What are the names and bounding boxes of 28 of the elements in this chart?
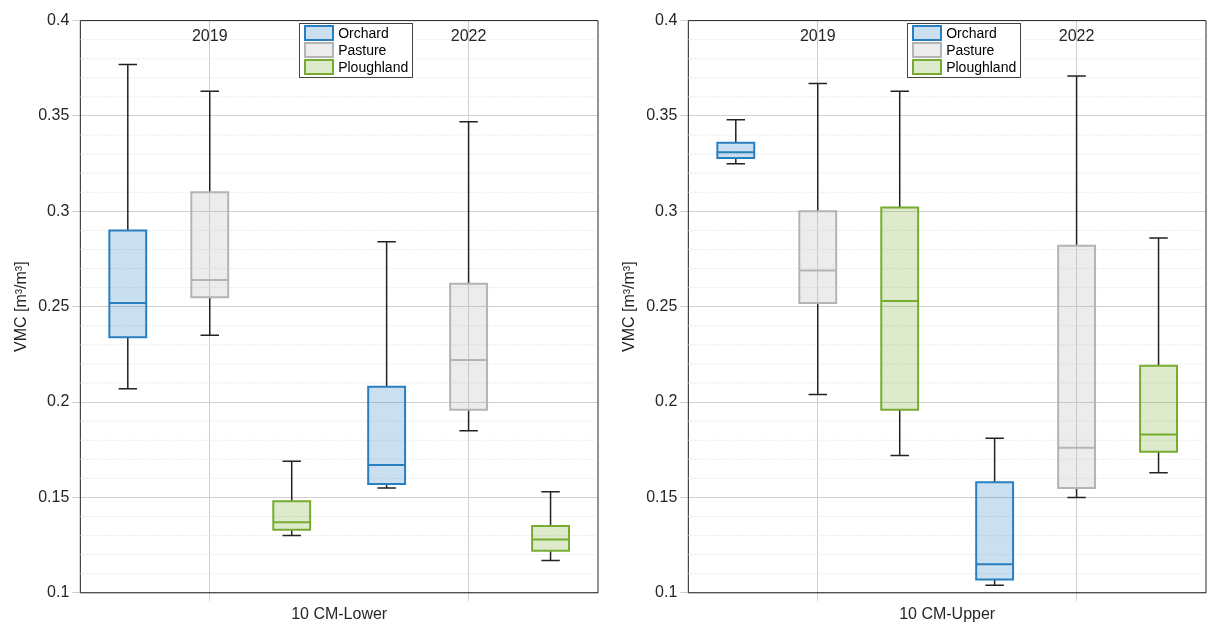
y-tick-label: 0.1	[655, 583, 678, 601]
y-tick-label: 0.15	[646, 487, 678, 505]
x-tick-label: 2019	[191, 27, 228, 45]
x-tick-label: 2019	[799, 27, 836, 45]
y-tick-label: 0.35	[38, 106, 70, 124]
y-tick-label: 0.4	[655, 11, 678, 29]
y-axis-title: VMC [m³/m³]	[620, 261, 638, 353]
x-axis-title: 10 CM-Upper	[899, 604, 996, 622]
x-tick-label: 2022	[1058, 27, 1095, 45]
y-tick-label: 0.2	[47, 392, 70, 410]
y-tick-label: 0.1	[47, 583, 70, 601]
y-axis-title: VMC [m³/m³]	[12, 261, 30, 353]
y-tick-label: 0.4	[47, 11, 70, 29]
legend-label: Orchard	[946, 24, 997, 42]
x-tick-label: 2022	[450, 27, 487, 45]
y-tick-label: 0.15	[38, 487, 70, 505]
x-axis-title: 10 CM-Lower	[291, 604, 388, 622]
legend-label: Ploughland	[338, 58, 409, 76]
y-tick-label: 0.25	[38, 297, 70, 315]
y-tick-label: 0.25	[646, 297, 678, 315]
legend-label: Ploughland	[946, 58, 1017, 76]
legend-label: Pasture	[338, 41, 387, 59]
legend-label: Pasture	[946, 41, 995, 59]
y-tick-label: 0.35	[646, 106, 678, 124]
legend-label: Orchard	[338, 24, 389, 42]
y-tick-label: 0.3	[655, 201, 678, 219]
y-tick-label: 0.2	[655, 392, 678, 410]
y-tick-label: 0.3	[47, 201, 70, 219]
